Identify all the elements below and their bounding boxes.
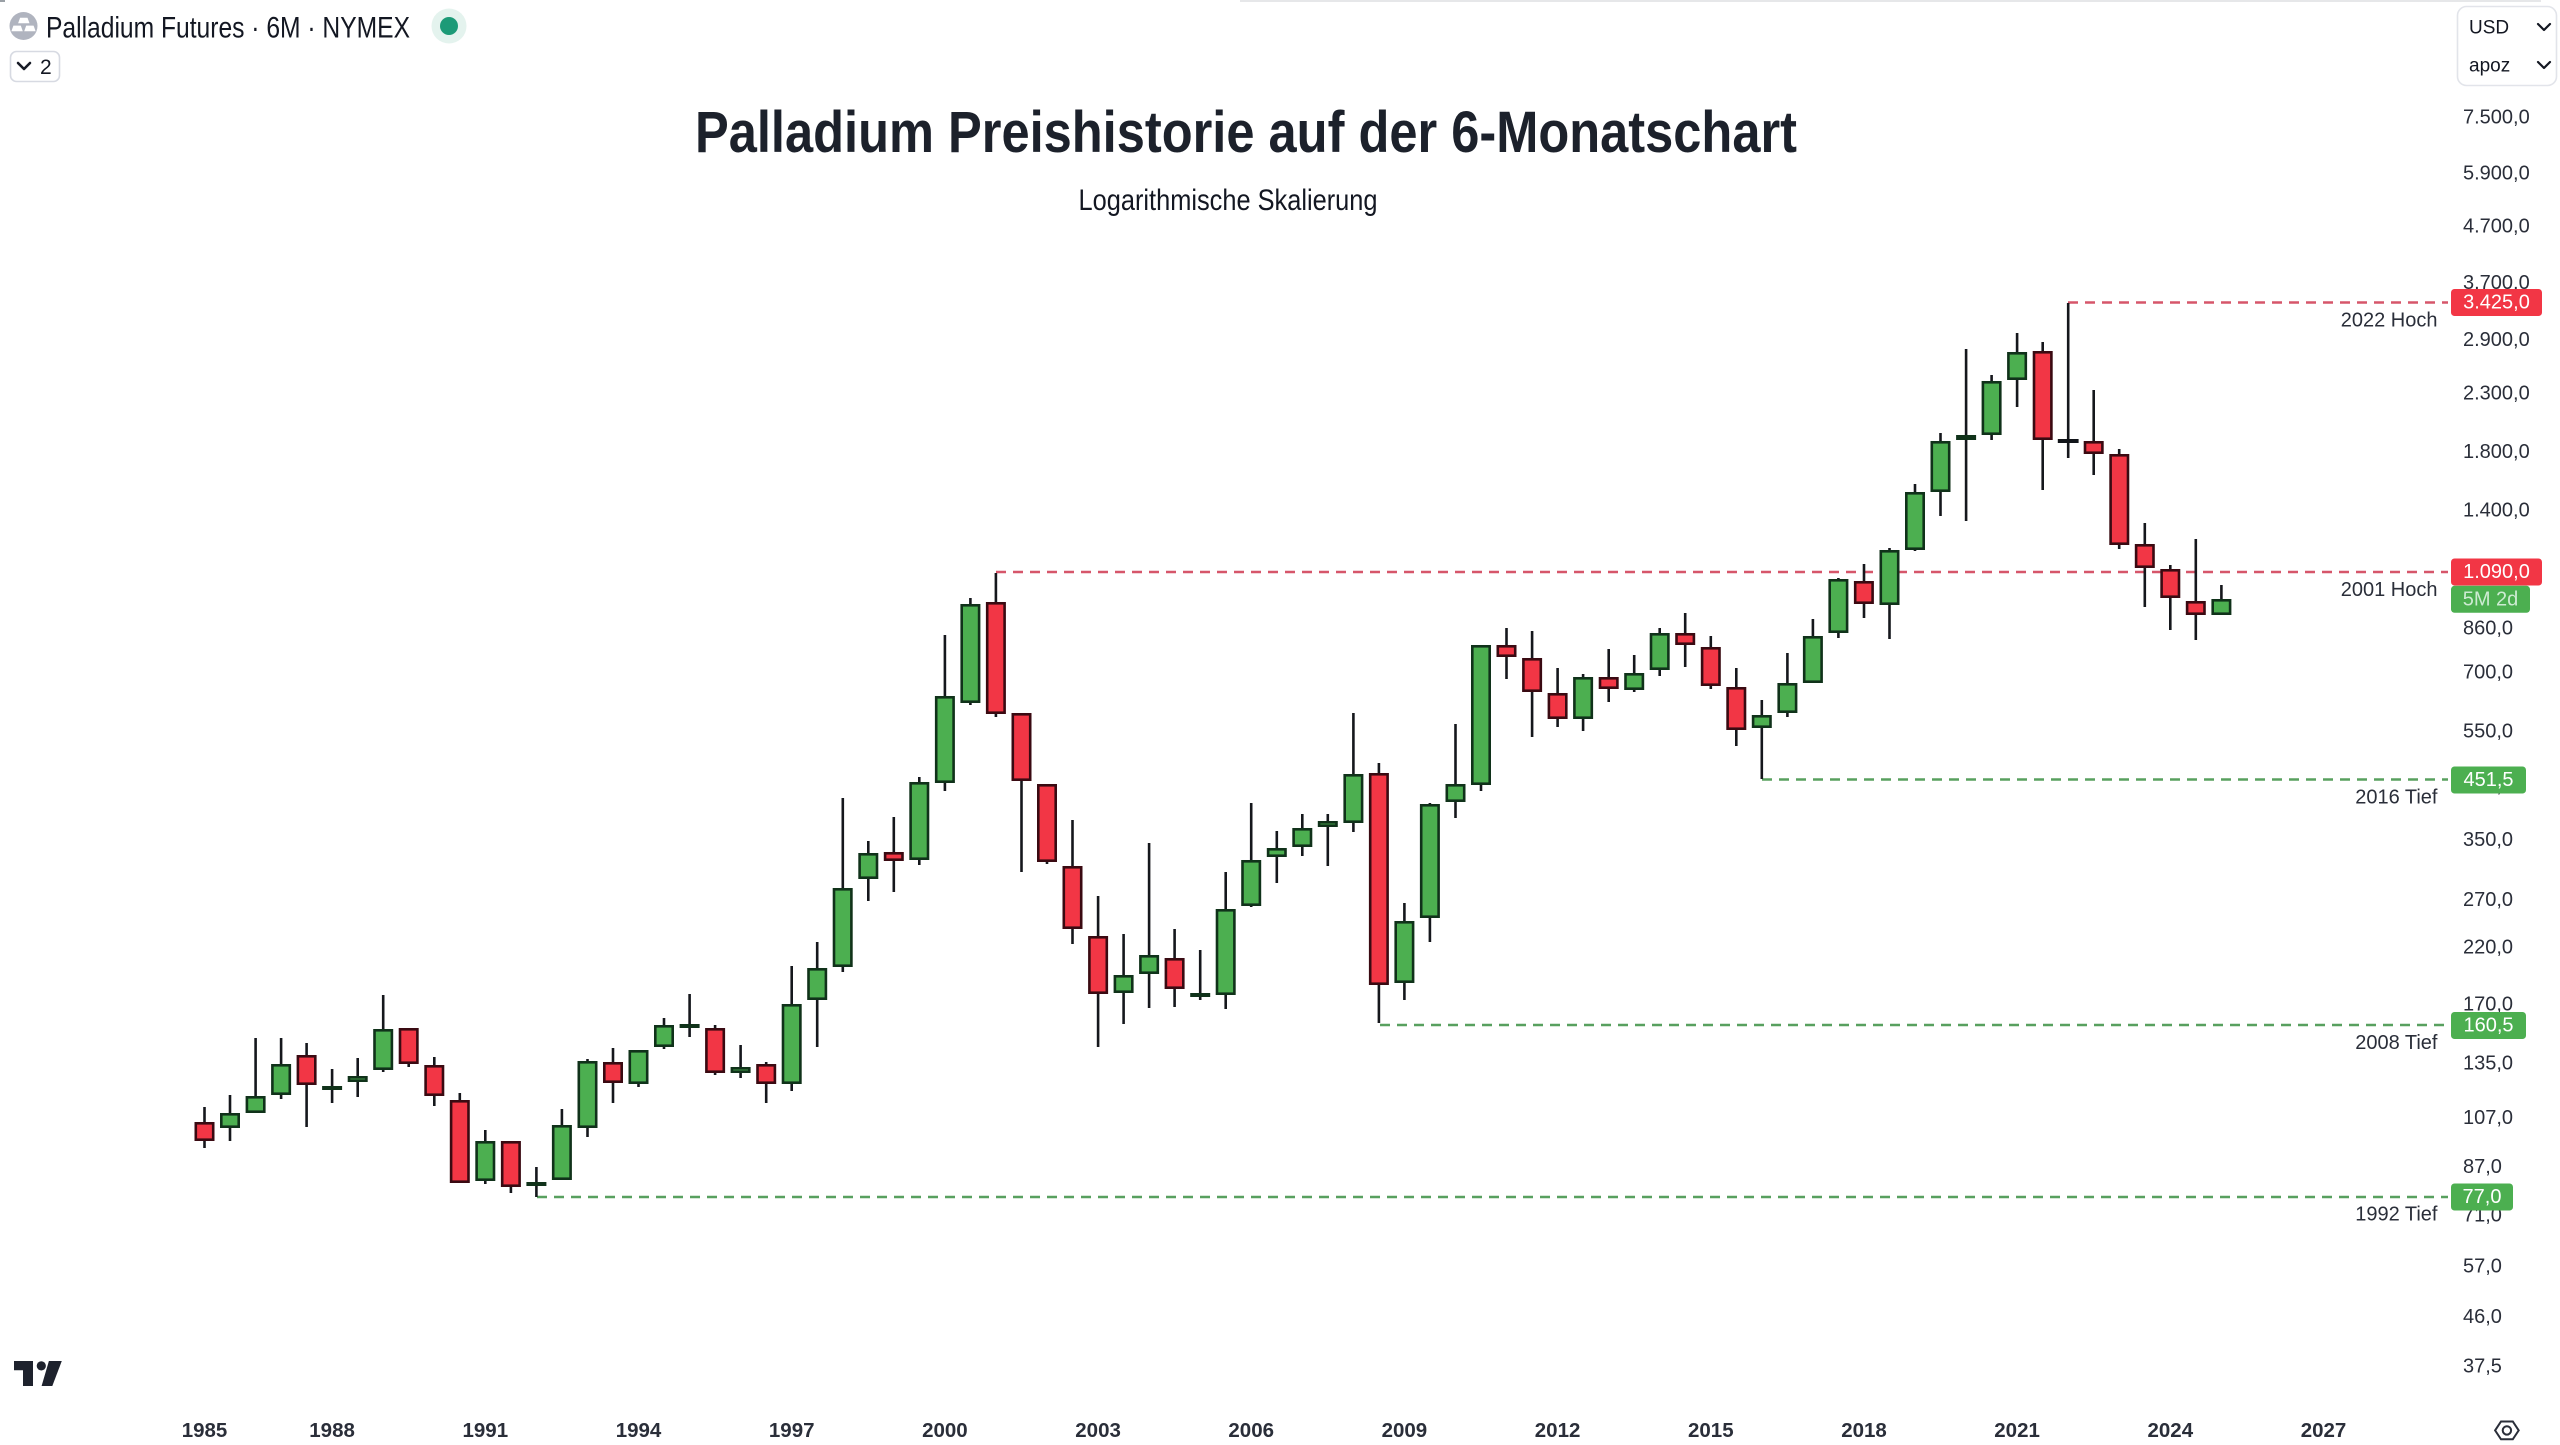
- svg-text:USD: USD: [2469, 18, 2509, 39]
- svg-text:2016 Tief: 2016 Tief: [2355, 787, 2438, 809]
- svg-text:1.400,0: 1.400,0: [2463, 500, 2530, 522]
- svg-text:Logarithmische Skalierung: Logarithmische Skalierung: [1079, 184, 1378, 217]
- svg-text:135,0: 135,0: [2463, 1053, 2513, 1075]
- svg-text:apoz: apoz: [2469, 56, 2510, 77]
- svg-text:87,0: 87,0: [2463, 1156, 2502, 1178]
- svg-text:46,0: 46,0: [2463, 1306, 2502, 1328]
- svg-text:77,0: 77,0: [2463, 1186, 2502, 1208]
- svg-text:1994: 1994: [616, 1419, 662, 1442]
- svg-text:550,0: 550,0: [2463, 721, 2513, 743]
- svg-text:860,0: 860,0: [2463, 618, 2513, 640]
- svg-text:Palladium Futures · 6M · NYMEX: Palladium Futures · 6M · NYMEX: [46, 12, 410, 45]
- svg-text:1.090,0: 1.090,0: [2463, 561, 2530, 583]
- svg-text:1992 Tief: 1992 Tief: [2355, 1204, 2438, 1226]
- svg-text:2018: 2018: [1841, 1419, 1887, 1442]
- svg-text:1988: 1988: [309, 1419, 355, 1442]
- svg-text:1985: 1985: [182, 1419, 228, 1442]
- svg-text:37,5: 37,5: [2463, 1356, 2502, 1378]
- svg-text:451,5: 451,5: [2463, 769, 2513, 791]
- svg-text:350,0: 350,0: [2463, 829, 2513, 851]
- svg-text:3.425,0: 3.425,0: [2463, 292, 2530, 314]
- svg-text:1997: 1997: [769, 1419, 815, 1442]
- svg-text:170,0: 170,0: [2463, 994, 2513, 1016]
- svg-text:2012: 2012: [1535, 1419, 1581, 1442]
- svg-text:2024: 2024: [2147, 1419, 2193, 1442]
- svg-text:2: 2: [40, 56, 52, 79]
- svg-text:3.700,0: 3.700,0: [2463, 272, 2530, 294]
- svg-text:2027: 2027: [2301, 1419, 2347, 1442]
- svg-text:2008 Tief: 2008 Tief: [2355, 1032, 2438, 1054]
- svg-text:5.900,0: 5.900,0: [2463, 162, 2530, 184]
- svg-text:2003: 2003: [1075, 1419, 1121, 1442]
- svg-text:2009: 2009: [1382, 1419, 1428, 1442]
- svg-text:220,0: 220,0: [2463, 937, 2513, 959]
- svg-text:5M 2d: 5M 2d: [2463, 588, 2519, 610]
- svg-text:Palladium Preishistorie auf de: Palladium Preishistorie auf der 6-Monats…: [695, 100, 1797, 165]
- svg-text:107,0: 107,0: [2463, 1107, 2513, 1129]
- svg-text:2006: 2006: [1228, 1419, 1274, 1442]
- svg-text:2000: 2000: [922, 1419, 968, 1442]
- svg-text:7.500,0: 7.500,0: [2463, 107, 2530, 129]
- svg-text:1991: 1991: [462, 1419, 508, 1442]
- svg-text:160,5: 160,5: [2463, 1015, 2513, 1037]
- svg-text:57,0: 57,0: [2463, 1256, 2502, 1278]
- svg-text:4.700,0: 4.700,0: [2463, 216, 2530, 238]
- svg-text:2021: 2021: [1994, 1419, 2040, 1442]
- svg-text:270,0: 270,0: [2463, 889, 2513, 911]
- svg-text:2022 Hoch: 2022 Hoch: [2341, 310, 2438, 332]
- svg-text:2.300,0: 2.300,0: [2463, 383, 2530, 405]
- svg-text:700,0: 700,0: [2463, 662, 2513, 684]
- svg-text:2001 Hoch: 2001 Hoch: [2341, 579, 2438, 601]
- svg-text:2015: 2015: [1688, 1419, 1734, 1442]
- svg-text:2.900,0: 2.900,0: [2463, 329, 2530, 351]
- svg-text:1.800,0: 1.800,0: [2463, 441, 2530, 463]
